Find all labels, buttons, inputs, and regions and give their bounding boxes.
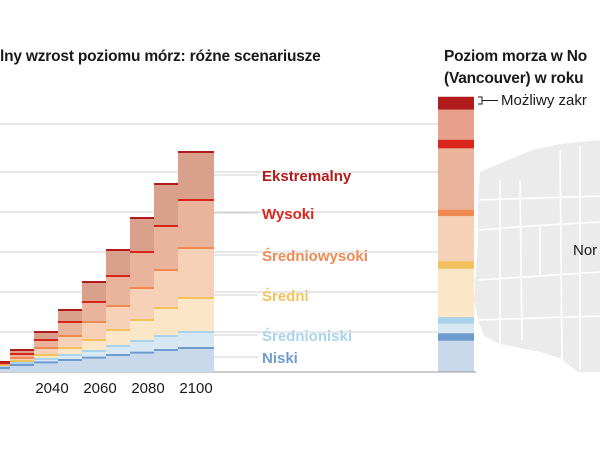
bar-segment-średni [58, 348, 94, 355]
scenario-label: Średniowysoki [262, 247, 368, 265]
bar-segment-średni [178, 298, 214, 332]
bar-segment-średnioniski [130, 341, 166, 353]
range-band [438, 139, 474, 149]
range-band [438, 148, 474, 210]
left-chart-title: lny wzrost poziomu mórz: różne scenarius… [0, 48, 321, 65]
range-band [438, 96, 474, 110]
bar-segment-średnioniski [106, 346, 142, 355]
bar-segment-wysoki [10, 354, 46, 358]
bar-segment-średni [34, 355, 70, 359]
map-border-line [559, 149, 563, 361]
range-band [438, 216, 474, 262]
range-band [438, 333, 474, 341]
range-annotation-label: Możliwy zakr [501, 92, 587, 109]
bar-segment-ekstremalny [34, 332, 70, 340]
map-border-line [477, 221, 600, 231]
range-bracket [478, 96, 498, 105]
scenario-label: Wysoki [262, 206, 314, 223]
bar-segment-średnioniski [82, 351, 118, 358]
bar-segment-niski [34, 362, 70, 372]
x-tick-label: 2040 [35, 380, 68, 397]
bar-segment-średniowysoki [34, 348, 70, 355]
bar-segment-średniowysoki [178, 248, 214, 298]
range-band [438, 317, 474, 324]
bar-segment-ekstremalny [10, 350, 46, 354]
right-chart-title-line1: Poziom morza w No [444, 48, 588, 65]
range-band [438, 268, 474, 318]
bar-segment-wysoki [178, 200, 214, 248]
x-tick-label: 2060 [83, 380, 116, 397]
range-band [438, 209, 474, 217]
right-chart-title-line2: (Vancouver) w roku [444, 70, 584, 87]
x-tick-label: 2080 [131, 380, 164, 397]
map-border-line [519, 179, 523, 341]
range-band [438, 109, 474, 140]
scenario-label: Niski [262, 350, 298, 367]
bar-segment-niski [178, 348, 214, 372]
range-band [438, 340, 474, 372]
bar-segment-wysoki [34, 340, 70, 348]
range-band [438, 323, 474, 334]
bar-segment-niski [10, 365, 46, 372]
x-tick-label: 2100 [179, 380, 212, 397]
scenario-label: Ekstremalny [262, 168, 352, 185]
map-region-label: Nor [573, 242, 598, 259]
bar-segment-średniowysoki [10, 358, 46, 361]
bar-segment-średnioniski [34, 359, 70, 363]
bar-segment-średni [82, 340, 118, 351]
map-border-line [477, 195, 600, 201]
bar-segment-ekstremalny [178, 152, 214, 200]
bar-segment-średnioniski [178, 332, 214, 348]
scenario-label: Średni [262, 287, 309, 305]
map-land [474, 140, 600, 372]
bar-segment-średnioniski [58, 355, 94, 360]
range-band [438, 261, 474, 269]
scenario-label: Średnioniski [262, 327, 352, 345]
